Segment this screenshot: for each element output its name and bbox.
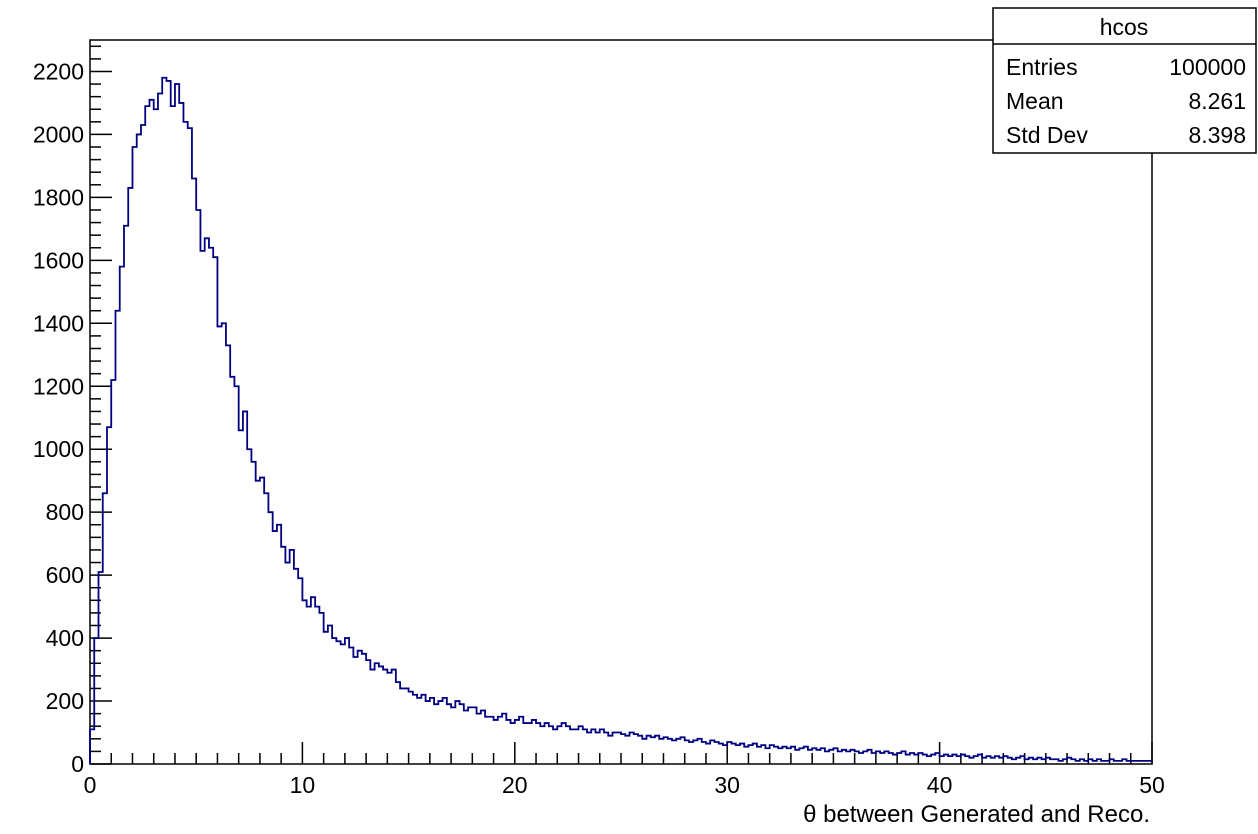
stats-box: hcos Entries 100000 Mean 8.261 Std Dev 8… xyxy=(992,7,1257,154)
y-tick-label: 800 xyxy=(46,499,84,525)
stats-entries-value: 100000 xyxy=(1169,54,1246,80)
x-tick-label: 50 xyxy=(1139,772,1165,798)
stats-stddev-label: Std Dev xyxy=(1006,122,1088,148)
x-tick-label: 0 xyxy=(84,772,97,798)
y-tick-label: 1200 xyxy=(33,373,84,399)
histogram-line xyxy=(89,76,1152,764)
x-tick-label: 10 xyxy=(290,772,316,798)
x-tick-label: 20 xyxy=(502,772,528,798)
stats-mean-value: 8.261 xyxy=(1188,88,1246,114)
stats-box-title: hcos xyxy=(1100,14,1149,40)
x-tick-label: 40 xyxy=(927,772,953,798)
y-tick-label: 1600 xyxy=(33,247,84,273)
y-tick-label: 2200 xyxy=(33,58,84,84)
x-axis-title: θ between Generated and Reco. xyxy=(803,801,1150,828)
y-tick-label: 1800 xyxy=(33,184,84,210)
stats-box-frame xyxy=(992,7,1257,154)
stats-mean-label: Mean xyxy=(1006,88,1064,114)
y-tick-label: 600 xyxy=(46,562,84,588)
x-tick-label: 30 xyxy=(714,772,740,798)
stats-entries-label: Entries xyxy=(1006,54,1078,80)
y-tick-label: 400 xyxy=(46,625,84,651)
stats-stddev-value: 8.398 xyxy=(1188,122,1246,148)
axis-tick-labels: 0 10 20 30 40 50 0 200 400 600 800 1000 1200 1400 1600… xyxy=(33,58,1165,798)
y-tick-label: 1000 xyxy=(33,436,84,462)
y-tick-label: 200 xyxy=(46,688,84,714)
y-tick-label: 0 xyxy=(71,751,84,777)
y-tick-label: 1400 xyxy=(33,310,84,336)
y-tick-label: 2000 xyxy=(33,121,84,147)
axis-ticks xyxy=(89,45,1153,765)
